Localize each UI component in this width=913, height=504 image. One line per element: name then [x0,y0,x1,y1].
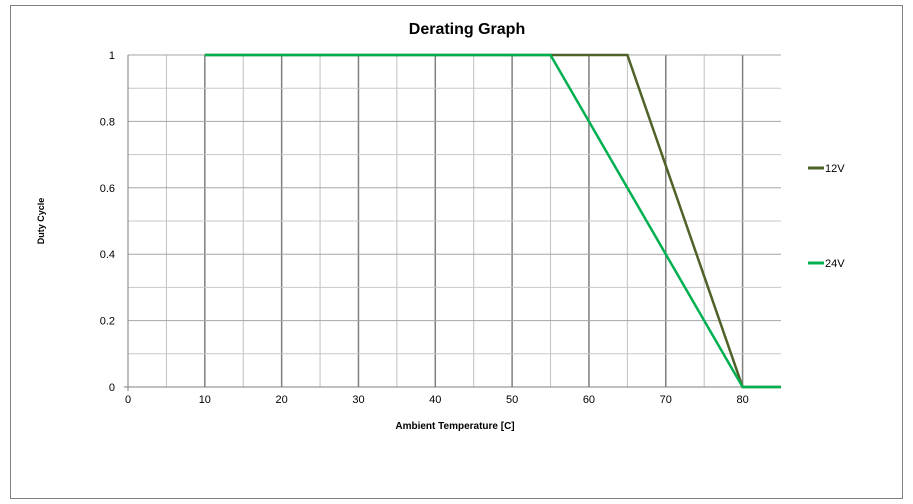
legend: 12V 24V [808,163,845,270]
series-line-24V [204,53,781,389]
x-tick-label: 50 [506,394,518,406]
x-axis-label: Ambient Temperature [C] [395,421,514,432]
chart-title: Derating Graph [409,21,525,38]
legend-label-12V: 12V [825,163,845,175]
y-tick-label: 0.6 [100,183,115,195]
y-tick-label: 1 [109,50,115,62]
chart-border [10,5,903,499]
x-tick-label: 20 [276,394,288,406]
y-tick-label: 0.4 [100,249,115,261]
x-tick-label: 60 [583,394,595,406]
tick-labels: 0 10 20 30 40 50 60 70 80 0 0.2 0.4 0.6 0.8 1 [100,50,749,406]
y-axis-label: Duty Cycle [36,198,46,245]
legend-label-24V: 24V [825,258,845,270]
x-tick-label: 0 [125,394,131,406]
x-tick-label: 10 [199,394,211,406]
x-tick-label: 80 [736,394,748,406]
y-tick-label: 0 [109,382,115,394]
series-lines [204,53,781,389]
y-tick-label: 0.2 [100,316,115,328]
grid [124,54,781,391]
x-tick-label: 30 [352,394,364,406]
x-tick-label: 40 [429,394,441,406]
x-tick-label: 70 [660,394,672,406]
y-tick-label: 0.8 [100,116,115,128]
